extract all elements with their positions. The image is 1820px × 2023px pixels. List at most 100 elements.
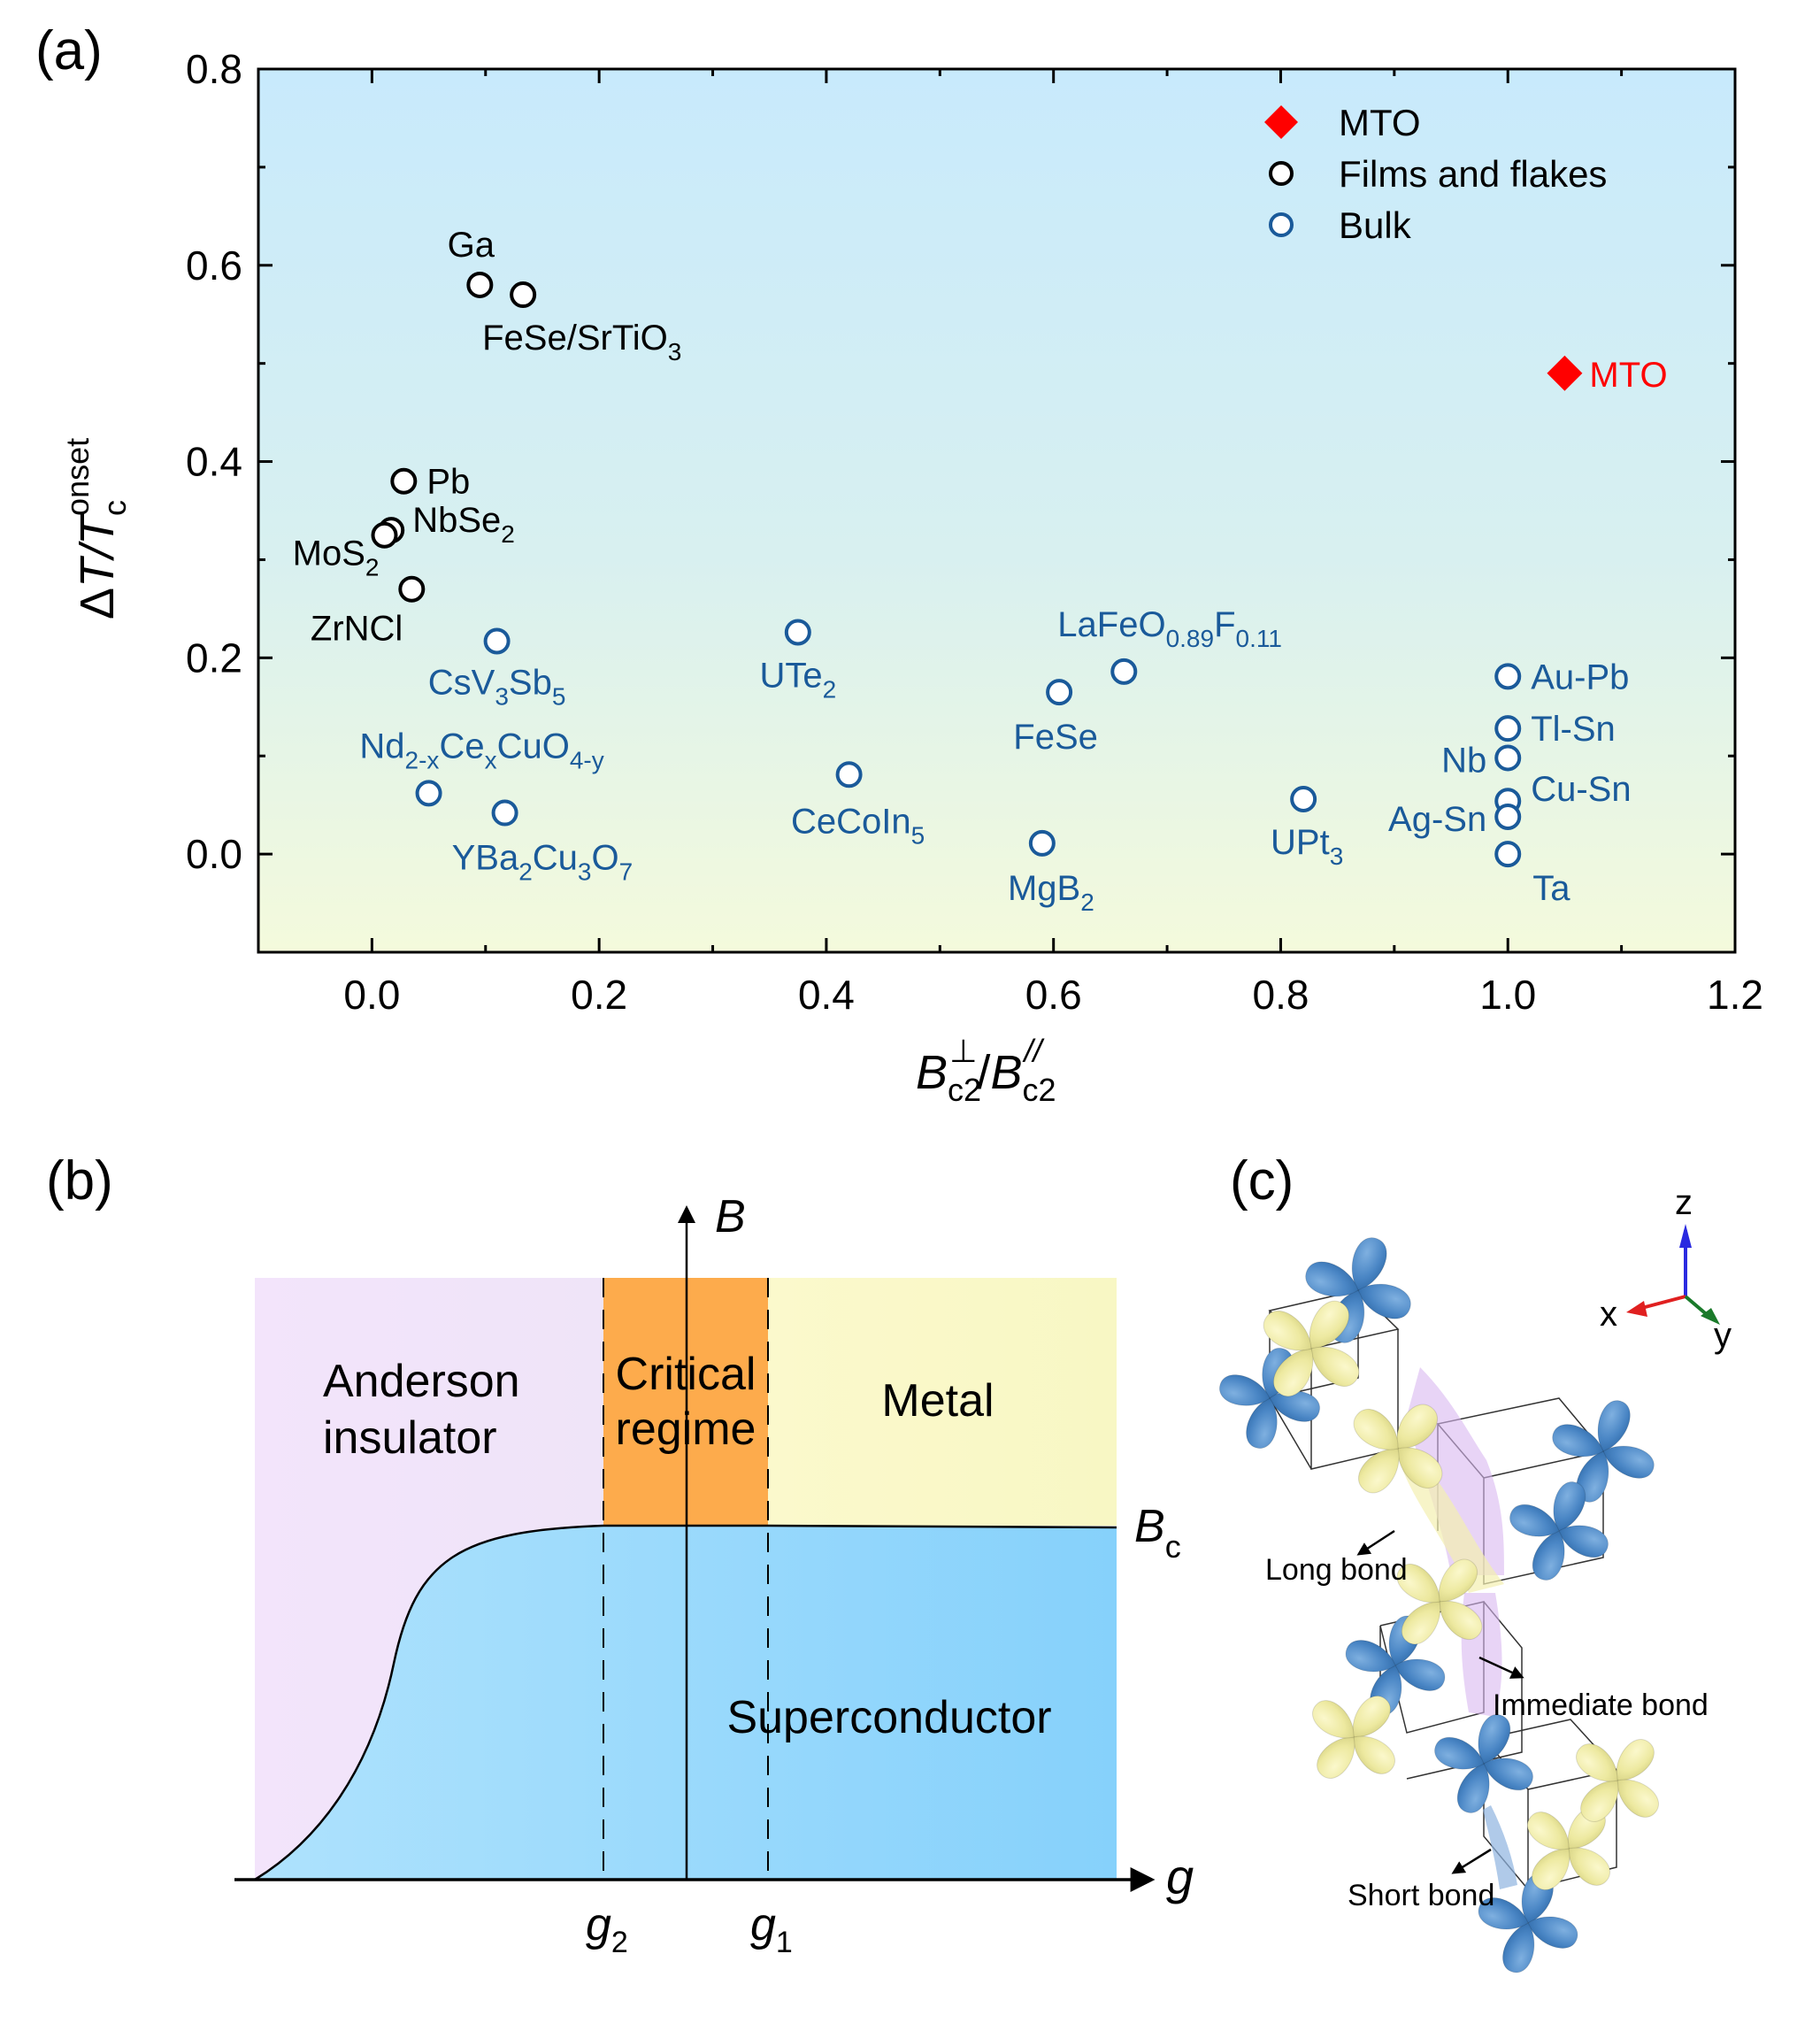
data-label: CeCoIn5 (791, 802, 925, 849)
blue-orbital-lobe-icon (1357, 1283, 1411, 1319)
yellow-orbital-lobe-icon (1310, 1346, 1360, 1387)
bc-label: Bc (1134, 1501, 1181, 1565)
data-point-circle (1290, 786, 1317, 813)
data-label: NbSe2 (412, 501, 515, 548)
data-label: Au-Pb (1531, 658, 1629, 696)
z-arrowhead-icon (1679, 1224, 1692, 1248)
data-point-circle (1494, 715, 1522, 742)
legend-entry-label: Bulk (1339, 204, 1412, 246)
data-point-circle (1494, 744, 1522, 772)
y-axis-label: y (1714, 1316, 1732, 1355)
x-tick-label: 0.6 (1025, 972, 1082, 1018)
intermediate-bond-arrow (1478, 1656, 1524, 1679)
yellow-orbital-lobe-icon (1312, 1700, 1355, 1739)
panel-b-label: (b) (46, 1150, 113, 1211)
intermediate-bond-label: Immediate bond (1493, 1688, 1709, 1722)
data-point-circle (1110, 658, 1138, 685)
yellow-orbital-lobe-icon (1396, 1404, 1438, 1450)
data-label: Tl-Sn (1531, 710, 1616, 749)
panel-b: (b) B g Bc g2 g1 Anderson insulator Crit… (46, 1150, 1194, 1959)
y-tick-label: 0.4 (186, 439, 242, 485)
data-point-circle (483, 627, 511, 655)
yellow-orbital-lobe-icon (1576, 1743, 1618, 1782)
data-label: CsV3Sb5 (428, 663, 566, 710)
legend-entry-label: MTO (1339, 102, 1421, 143)
axis-triad: z x y (1600, 1183, 1732, 1355)
blue-orbital-lobe-icon (1456, 1763, 1490, 1813)
blue-orbital-lobe-icon (1576, 1450, 1609, 1503)
x-arrowhead-icon (1626, 1301, 1647, 1317)
long-bond-arrow (1356, 1529, 1395, 1556)
yellow-orbital-lobe-icon (1527, 1811, 1570, 1850)
data-point-circle (1028, 829, 1056, 857)
data-label: MgB2 (1008, 869, 1094, 916)
data-point-circle (371, 521, 398, 549)
yellow-orbital-lobe-icon (1263, 1311, 1312, 1351)
x-axis-label: x (1600, 1295, 1617, 1334)
y-tick-label: 0.8 (186, 46, 242, 92)
blue-orbital-lobe-icon (1558, 1525, 1609, 1558)
data-label: Pb (426, 463, 470, 502)
data-point-circle (784, 619, 811, 646)
data-point-circle (466, 271, 494, 298)
yellow-orbital-lobe-icon (1580, 1780, 1619, 1822)
blue-orbital-lobe-icon (1345, 1640, 1396, 1673)
y-axis: 0.0 0.2 0.4 0.6 0.8 (186, 46, 1735, 877)
blue-orbital-lobe-icon (1305, 1261, 1359, 1297)
blue-orbital-lobe-icon (1532, 1530, 1565, 1581)
legend: MTO Films and flakes Bulk (1264, 102, 1607, 246)
long-bond-label: Long bond (1265, 1553, 1408, 1587)
short-bond-label: Short bond (1348, 1879, 1494, 1912)
superconductor-label: Superconductor (726, 1692, 1051, 1743)
blue-orbital-lobe-icon (1602, 1445, 1655, 1479)
blue-orbital-lobe-icon (1478, 1714, 1511, 1765)
yellow-orbital-lobe-icon (1616, 1779, 1659, 1818)
data-label: MoS2 (293, 535, 380, 581)
x-tick-label: 1.0 (1479, 972, 1536, 1018)
data-label: YBa2Cu3O7 (452, 839, 634, 886)
z-axis-label: z (1675, 1183, 1693, 1222)
critical-label-line2: regime (616, 1404, 756, 1455)
yellow-orbital-lobe-icon (1353, 1735, 1395, 1774)
data-label: Ta (1532, 869, 1570, 908)
data-label: ZrNCl (311, 610, 403, 649)
data-point-circle (510, 281, 537, 309)
blue-orbital-lobe-icon (1552, 1424, 1604, 1458)
legend-marker-circle (1269, 161, 1294, 186)
panel-c-label: (c) (1230, 1150, 1294, 1211)
y-axis-title: ΔT/Tconset (59, 438, 133, 619)
data-label: Nd2-xCexCuO4-y (359, 727, 603, 773)
metal-label: Metal (881, 1375, 994, 1427)
data-label: UTe2 (759, 657, 836, 704)
data-label: UPt3 (1271, 823, 1343, 870)
orbitals (1219, 1237, 1659, 1973)
x-tick-label: 0.4 (798, 972, 855, 1018)
anderson-label-line2: insulator (323, 1412, 497, 1464)
panel-a: (a) 0.0 0.2 0.4 0.6 0.8 1.0 1.2 0.00.20.40.60.… (35, 20, 1763, 1108)
data-label: MTO (1589, 356, 1667, 395)
data-label: FeSe/SrTiO3 (482, 319, 681, 365)
data-point-circle (1046, 679, 1073, 706)
data-point-circle (1494, 663, 1522, 690)
panel-c: (c) z x y Long bond (1219, 1150, 1732, 1973)
short-bond-lobe (1483, 1805, 1517, 1889)
data-point-diamond (1547, 355, 1583, 391)
yellow-orbital-lobe-icon (1401, 1601, 1441, 1645)
yellow-orbital-lobe-icon (1568, 1847, 1610, 1886)
data-point-circle (491, 799, 518, 827)
data-label: Ga (448, 226, 495, 265)
plot-frame (257, 67, 1737, 954)
data-points (371, 271, 1583, 868)
data-point-circle (398, 575, 426, 603)
g-axis-label: g (1166, 1849, 1194, 1904)
data-point-circle (390, 467, 418, 495)
anderson-label-line1: Anderson (323, 1356, 520, 1407)
x-tick-label: 0.2 (571, 972, 627, 1018)
yellow-orbital-lobe-icon (1532, 1848, 1570, 1890)
critical-label-line1: Critical (616, 1349, 756, 1400)
legend-marker-circle (1269, 212, 1294, 237)
yellow-orbital-lobe-icon (1352, 1696, 1391, 1738)
blue-orbital-lobe-icon (1478, 1897, 1529, 1930)
y-tick-label: 0.0 (186, 831, 242, 877)
